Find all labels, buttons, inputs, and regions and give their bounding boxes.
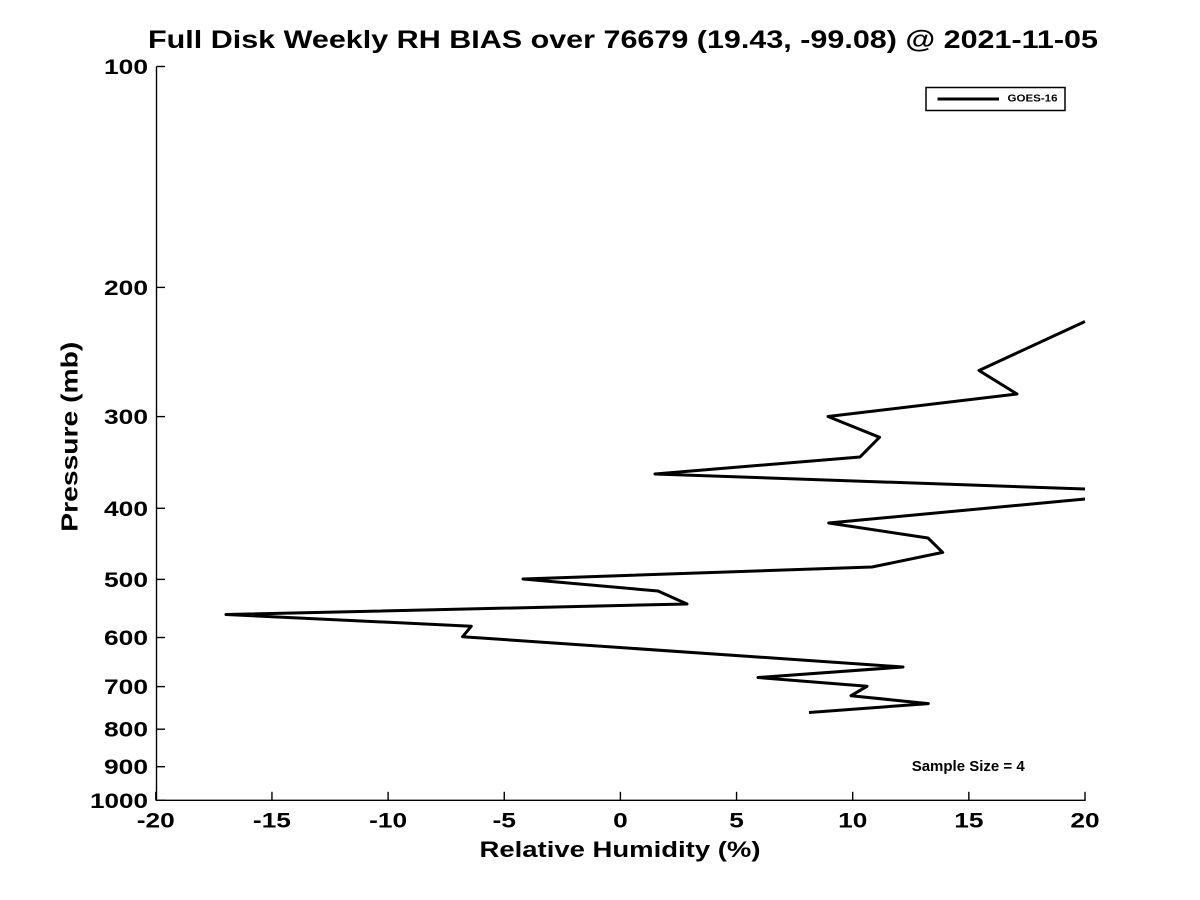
svg-text:-15: -15 (253, 810, 291, 833)
svg-text:Sample Size = 4: Sample Size = 4 (912, 758, 1026, 775)
svg-text:20: 20 (1070, 810, 1099, 833)
svg-text:5: 5 (729, 810, 744, 833)
svg-text:Pressure (mb): Pressure (mb) (57, 342, 83, 532)
svg-text:900: 900 (104, 756, 148, 779)
svg-text:1000: 1000 (90, 790, 148, 813)
svg-text:15: 15 (954, 810, 984, 833)
svg-text:600: 600 (104, 627, 148, 650)
svg-text:200: 200 (104, 277, 148, 300)
svg-text:10: 10 (838, 810, 867, 833)
svg-text:100: 100 (104, 56, 148, 79)
svg-text:700: 700 (104, 676, 148, 699)
svg-text:Full Disk Weekly RH BIAS over: Full Disk Weekly RH BIAS over 76679 (19.… (148, 26, 1098, 54)
svg-text:GOES-16: GOES-16 (1008, 94, 1058, 105)
svg-text:0: 0 (613, 810, 628, 833)
svg-text:800: 800 (104, 719, 148, 742)
svg-text:-20: -20 (137, 810, 175, 833)
svg-text:-10: -10 (369, 810, 407, 833)
svg-text:400: 400 (104, 498, 148, 521)
svg-text:-5: -5 (493, 810, 517, 833)
svg-text:Relative Humidity (%): Relative Humidity (%) (480, 837, 761, 862)
svg-text:300: 300 (104, 406, 148, 429)
svg-text:500: 500 (104, 569, 148, 592)
